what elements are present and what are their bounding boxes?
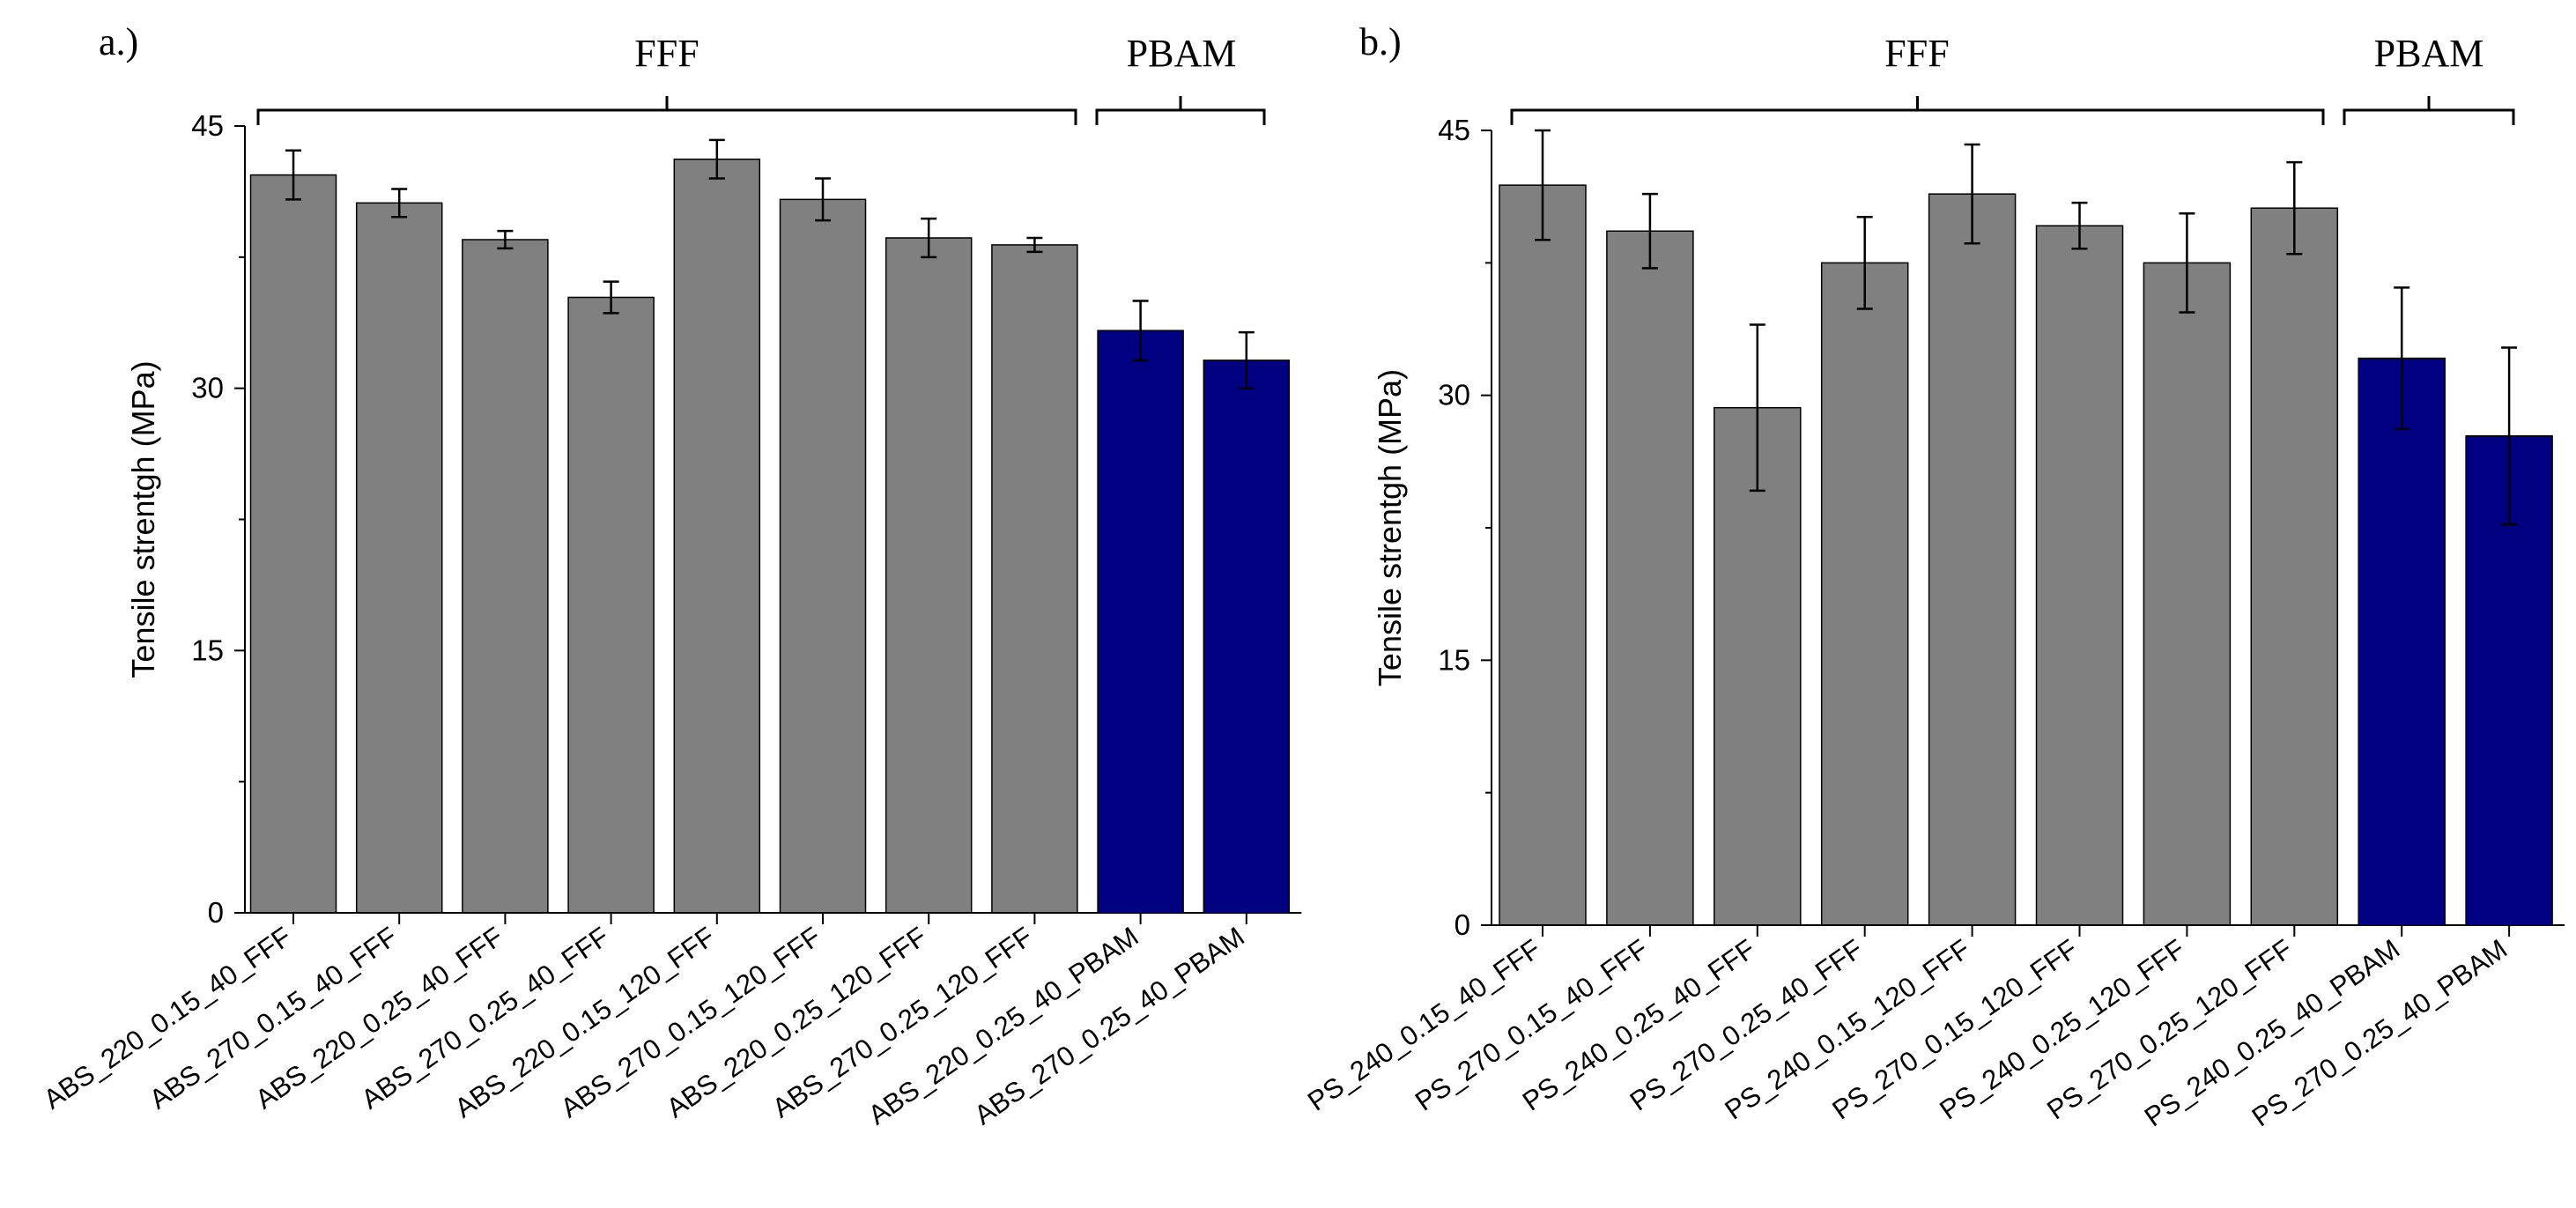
- y-tick-label: 0: [208, 896, 224, 929]
- bar: [2358, 357, 2446, 926]
- bar: [567, 296, 655, 914]
- bar: [1714, 406, 1802, 926]
- bar: [885, 237, 973, 914]
- bar: [1820, 262, 1909, 926]
- y-tick-label: 30: [191, 372, 224, 404]
- group-label: FFF: [634, 32, 699, 75]
- y-tick-label: 15: [191, 634, 224, 666]
- y-axis-label: Tensile strentgh (MPa): [125, 360, 161, 678]
- bar: [1097, 330, 1184, 914]
- bar: [1928, 193, 2017, 926]
- group-label: PBAM: [2374, 32, 2484, 75]
- bar: [1203, 359, 1291, 914]
- y-tick-label: 45: [191, 109, 224, 142]
- bar: [991, 244, 1078, 914]
- y-tick-label: 30: [1438, 379, 1470, 411]
- bar: [779, 198, 867, 914]
- group-bracket: [256, 96, 1077, 125]
- bar: [2250, 207, 2339, 926]
- group-bracket: [1510, 96, 2325, 125]
- bar: [249, 174, 337, 914]
- bar: [1499, 184, 1587, 926]
- group-label: PBAM: [1127, 32, 1237, 75]
- bar: [673, 158, 761, 914]
- bar: [355, 202, 443, 914]
- panel-label: b.): [1359, 20, 1402, 63]
- bar: [2143, 262, 2232, 926]
- group-label: FFF: [1884, 32, 1949, 75]
- bar: [1606, 230, 1694, 926]
- bar: [2035, 225, 2124, 926]
- group-bracket: [1095, 96, 1266, 125]
- bar: [462, 239, 549, 914]
- group-bracket: [2343, 96, 2515, 125]
- y-axis-label: Tensile strentgh (MPa): [1372, 369, 1408, 686]
- y-tick-label: 45: [1438, 114, 1470, 146]
- y-tick-label: 15: [1438, 643, 1470, 676]
- panel-label: a.): [99, 20, 138, 63]
- y-tick-label: 0: [1455, 908, 1470, 941]
